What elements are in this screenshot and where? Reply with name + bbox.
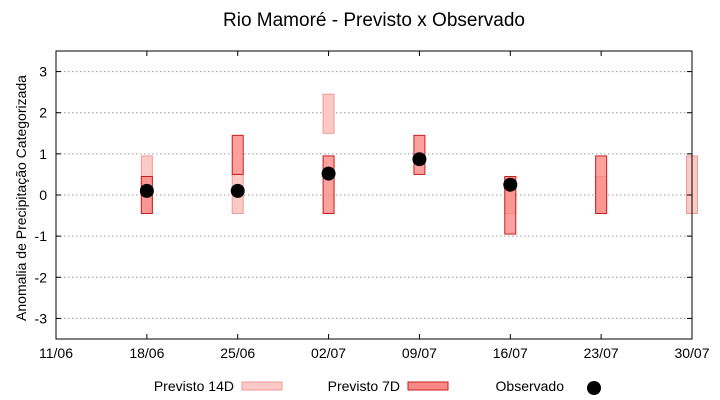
y-tick-label: -2 <box>35 269 48 285</box>
y-tick-label: 1 <box>39 146 47 162</box>
observado-point <box>139 183 154 198</box>
x-tick-label: 09/07 <box>402 345 437 361</box>
x-tick-label: 02/07 <box>311 345 346 361</box>
y-tick-label: 0 <box>39 187 47 203</box>
chart-title: Rio Mamoré - Previsto x Observado <box>223 10 525 31</box>
legend-label-previsto-14d: Previsto 14D <box>154 378 234 394</box>
previsto-7d-box <box>595 155 608 215</box>
previsto-7d-box <box>322 155 335 215</box>
previsto-7d-box <box>231 134 244 175</box>
y-tick-label: 2 <box>39 105 47 121</box>
legend-marker-observado <box>587 381 601 395</box>
y-tick-label: 3 <box>39 64 47 80</box>
observado-point <box>230 183 245 198</box>
y-tick-label: -1 <box>35 228 48 244</box>
legend: Previsto 14D Previsto 7D Observado <box>154 378 601 395</box>
x-tick-label: 30/07 <box>674 345 709 361</box>
legend-label-previsto-7d: Previsto 7D <box>328 378 400 394</box>
x-tick-label: 23/07 <box>584 345 619 361</box>
observed-points <box>139 152 518 198</box>
x-tick-label: 25/06 <box>220 345 255 361</box>
x-tick-label: 18/06 <box>129 345 164 361</box>
observado-point <box>412 152 427 167</box>
observado-point <box>503 177 518 192</box>
x-tick-label: 16/07 <box>493 345 528 361</box>
legend-swatch-previsto-14d <box>241 381 283 391</box>
observado-point <box>321 166 336 181</box>
previsto-7d-box <box>504 175 517 235</box>
y-tick-label: -3 <box>35 310 48 326</box>
legend-swatch-previsto-7d <box>407 381 449 391</box>
legend-label-observado: Observado <box>496 378 565 394</box>
previsto-14d-box <box>322 93 335 134</box>
axis-ticks: 3 2 1 0 -1 -2 -3 11/06 18/06 25/06 02/07 09/07 16/07… <box>35 51 710 361</box>
x-tick-label: 11/06 <box>39 345 73 361</box>
y-axis-label: Anomalia de Precipitação Categorizada <box>13 75 29 321</box>
